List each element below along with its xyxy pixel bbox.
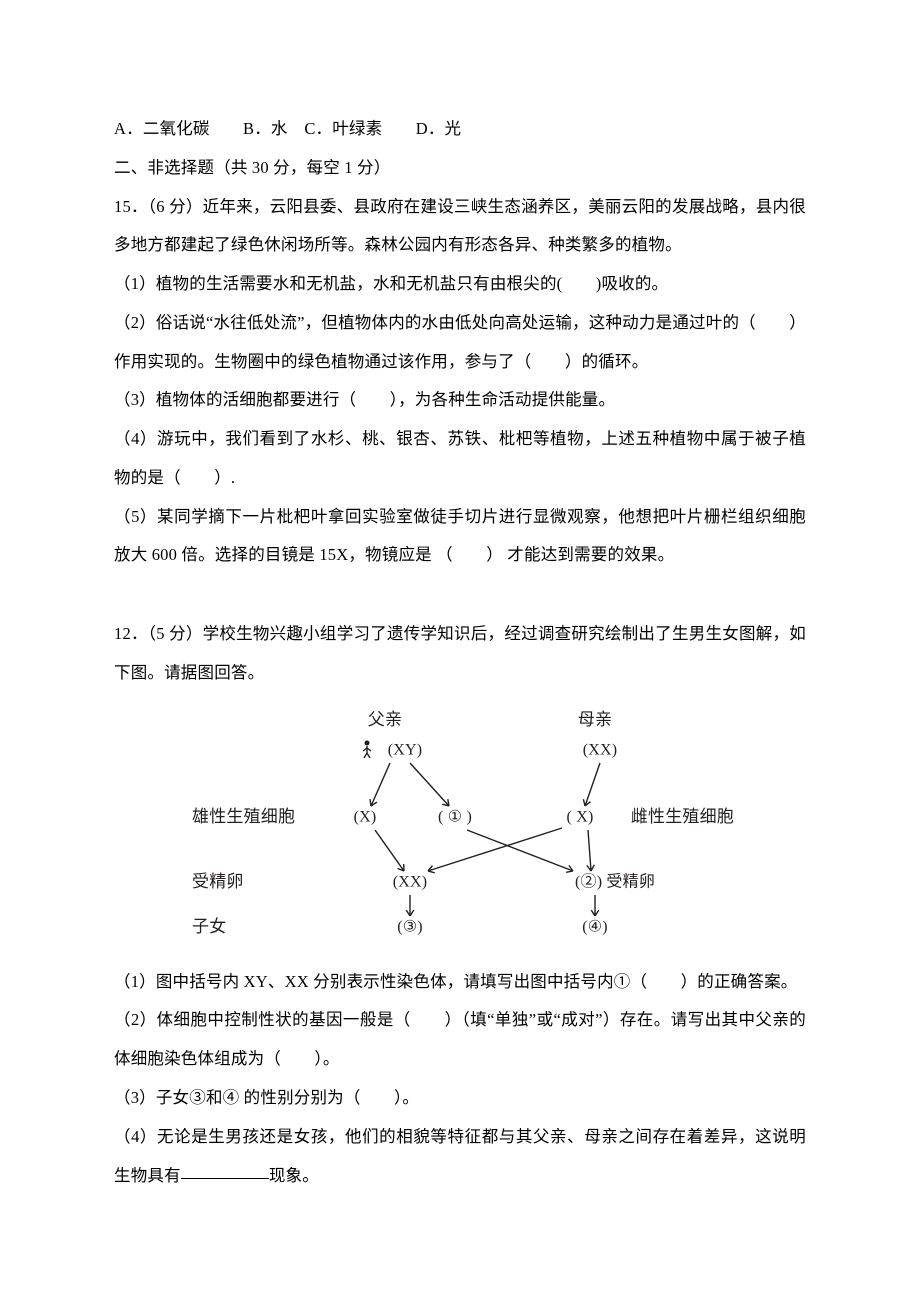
q12-p1: （1）图中括号内 XY、XX 分别表示性染色体，请填写出图中括号内①（ ）的正确… <box>114 963 806 1002</box>
svg-text:父亲: 父亲 <box>368 710 402 729</box>
q12-stem: 12．（5 分）学校生物兴趣小组学习了遗传学知识后，经过调查研究绘制出了生男生女… <box>114 615 806 693</box>
q12-p4: （4）无论是生男孩还是女孩，他们的相貌等特征都与其父亲、母亲之间存在着差异，这说… <box>114 1118 806 1196</box>
svg-text:(③): (③) <box>397 918 423 935</box>
svg-text:子女: 子女 <box>192 917 226 936</box>
svg-text:(X): (X) <box>354 808 377 825</box>
q15-p1: （1）植物的生活需要水和无机盐，水和无机盐只有由根尖的( )吸收的。 <box>114 265 806 304</box>
q15-p4: （4）游玩中，我们看到了水杉、桃、银杏、苏铁、枇杷等植物，上述五种植物中属于被子… <box>114 420 806 498</box>
q12-p4-suffix: 现象。 <box>269 1166 319 1185</box>
q15-p3: （3）植物体的活细胞都要进行（ ），为各种生命活动提供能量。 <box>114 381 806 420</box>
svg-text:( X): ( X) <box>566 808 593 825</box>
q12-diagram: 父亲 母亲 (XY) (XX) 雄性生殖细胞 雌性生殖细胞受精卵子女 (X) ( ① ) ( X… <box>114 703 806 953</box>
q12-p2: （2）体细胞中控制性状的基因一般是（ ）（填“单独”或“成对”）存在。请写出其中… <box>114 1001 806 1079</box>
svg-text:( ① ): ( ① ) <box>438 808 472 825</box>
q12-p3: （3）子女③和④ 的性别分别为（ ）。 <box>114 1079 806 1118</box>
svg-text:(XX): (XX) <box>583 741 618 758</box>
q15-stem: 15．（6 分）近年来，云阳县委、县政府在建设三峡生态涵养区，美丽云阳的发展战略… <box>114 188 806 266</box>
svg-text:(④): (④) <box>582 918 608 935</box>
q12-svg: 父亲 母亲 (XY) (XX) 雄性生殖细胞 雌性生殖细胞受精卵子女 (X) ( ① ) ( X… <box>180 703 740 953</box>
q15-p5: （5）某同学摘下一片枇杷叶拿回实验室做徒手切片进行显微观察，他想把叶片栅栏组织细… <box>114 498 806 576</box>
svg-text:母亲: 母亲 <box>578 710 612 729</box>
fill-blank <box>181 1161 269 1179</box>
q14-options: A．二氧化碳 B．水 C．叶绿素 D．光 <box>114 110 806 149</box>
svg-text:(②) 受精卵: (②) 受精卵 <box>575 872 655 890</box>
svg-text:(XX): (XX) <box>393 873 428 890</box>
svg-text:(XY): (XY) <box>388 741 423 758</box>
svg-text:雄性生殖细胞: 雄性生殖细胞 <box>192 807 295 826</box>
svg-text:雌性生殖细胞: 雌性生殖细胞 <box>631 807 734 826</box>
svg-text:受精卵: 受精卵 <box>192 872 244 891</box>
q15-p2: （2）俗话说“水往低处流”，但植物体内的水由低处向高处运输，这种动力是通过叶的（… <box>114 304 806 382</box>
section2-heading: 二、非选择题（共 30 分，每空 1 分） <box>114 149 806 188</box>
